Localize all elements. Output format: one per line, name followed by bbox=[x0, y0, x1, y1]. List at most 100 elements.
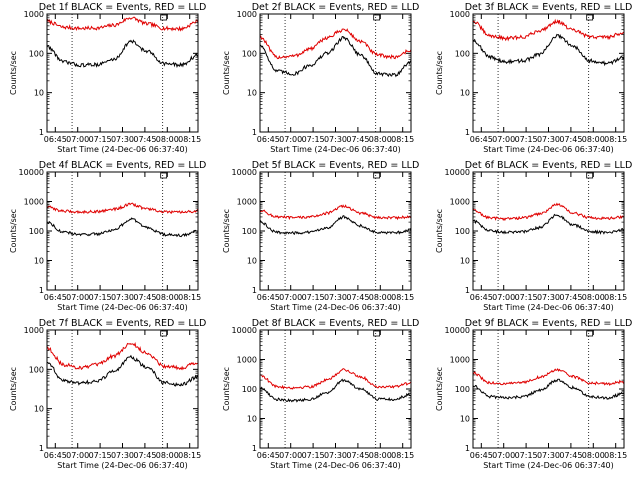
y-tick-label: 1 bbox=[39, 128, 44, 137]
y-tick-label: 100 bbox=[242, 49, 257, 58]
chart-title: Det 3f BLACK = Events, RED = LLD bbox=[465, 2, 633, 13]
x-tick-label: 06:45 bbox=[257, 451, 280, 460]
plot-frame bbox=[259, 329, 412, 449]
plot-frame bbox=[472, 13, 625, 133]
x-tick-label: 07:15 bbox=[302, 293, 325, 302]
x-tick-label: 08:15 bbox=[604, 293, 627, 302]
y-tick-label: 1 bbox=[252, 128, 257, 137]
x-axis-label: Start Time (24-Dec-06 06:37:40) bbox=[57, 145, 188, 154]
series-line-lld bbox=[472, 18, 625, 42]
series-line-events bbox=[259, 35, 412, 78]
y-tick-label: 100 bbox=[29, 365, 44, 374]
x-axis-label: Start Time (24-Dec-06 06:37:40) bbox=[483, 461, 614, 470]
x-tick-label: 08:00 bbox=[582, 135, 605, 144]
y-tick-label: 10 bbox=[247, 257, 257, 266]
chart-panel-3: Det 3f BLACK = Events, RED = LLD 1 10 100 10… bbox=[435, 2, 632, 154]
x-tick-label: 07:30 bbox=[537, 451, 560, 460]
series-line-events bbox=[46, 217, 199, 238]
y-tick-label: 1 bbox=[465, 444, 470, 453]
x-tick-label: 06:45 bbox=[44, 293, 67, 302]
series-line-lld bbox=[472, 202, 625, 222]
series-line-events bbox=[47, 354, 199, 387]
chart-panel-9: Det 9f BLACK = Events, RED = LLD 1 10 100 10… bbox=[435, 318, 632, 470]
x-tick-label: 07:15 bbox=[302, 451, 325, 460]
y-tick-label: 1 bbox=[252, 286, 257, 295]
chart-title: Det 5f BLACK = Events, RED = LLD bbox=[252, 160, 420, 171]
x-tick-label: 07:00 bbox=[66, 451, 89, 460]
y-tick-label: 10 bbox=[34, 89, 44, 98]
x-tick-label: 07:30 bbox=[537, 293, 560, 302]
chart-panel-8: Det 8f BLACK = Events, RED = LLD 1 10 100 10… bbox=[222, 318, 419, 470]
x-tick-label: 08:00 bbox=[369, 135, 392, 144]
x-tick-label: 06:45 bbox=[257, 135, 280, 144]
x-tick-label: 07:45 bbox=[133, 135, 156, 144]
y-axis-label: Counts/sec bbox=[435, 209, 444, 253]
y-tick-label: 100 bbox=[455, 385, 470, 394]
marker-box bbox=[586, 330, 594, 337]
marker-box bbox=[160, 14, 168, 21]
x-tick-label: 06:45 bbox=[470, 135, 493, 144]
marker-box bbox=[586, 14, 594, 21]
y-tick-label: 10 bbox=[247, 89, 257, 98]
x-tick-label: 08:00 bbox=[369, 293, 392, 302]
y-tick-label: 1000 bbox=[237, 10, 257, 19]
x-tick-label: 07:15 bbox=[515, 451, 538, 460]
series-line-lld bbox=[46, 341, 199, 371]
y-tick-label: 10 bbox=[460, 257, 470, 266]
x-tick-label: 06:45 bbox=[470, 293, 493, 302]
x-tick-label: 07:45 bbox=[133, 293, 156, 302]
series-line-events bbox=[472, 213, 625, 235]
series-line-events bbox=[472, 33, 625, 67]
x-axis-label: Start Time (24-Dec-06 06:37:40) bbox=[270, 303, 401, 312]
y-tick-label: 1 bbox=[465, 128, 470, 137]
x-tick-label: 08:00 bbox=[156, 293, 179, 302]
x-axis-label: Start Time (24-Dec-06 06:37:40) bbox=[483, 145, 614, 154]
chart-title: Det 9f BLACK = Events, RED = LLD bbox=[465, 318, 633, 329]
y-tick-label: 1000 bbox=[237, 198, 257, 207]
x-tick-label: 07:00 bbox=[279, 135, 302, 144]
y-tick-label: 100 bbox=[29, 227, 44, 236]
x-tick-label: 07:15 bbox=[515, 135, 538, 144]
y-tick-label: 10 bbox=[460, 89, 470, 98]
x-tick-label: 07:30 bbox=[111, 293, 134, 302]
y-tick-label: 10000 bbox=[19, 168, 44, 177]
x-tick-label: 07:45 bbox=[559, 451, 582, 460]
marker-box bbox=[586, 172, 594, 179]
chart-title: Det 7f BLACK = Events, RED = LLD bbox=[39, 318, 207, 329]
marker-box bbox=[373, 14, 381, 21]
plot-frame bbox=[472, 329, 625, 449]
x-tick-label: 07:30 bbox=[324, 293, 347, 302]
x-tick-label: 07:00 bbox=[279, 451, 302, 460]
x-tick-label: 08:00 bbox=[582, 293, 605, 302]
y-tick-label: 1 bbox=[465, 286, 470, 295]
x-tick-label: 07:45 bbox=[346, 293, 369, 302]
chart-title: Det 1f BLACK = Events, RED = LLD bbox=[39, 2, 207, 13]
chart-panel-2: Det 2f BLACK = Events, RED = LLD 1 10 100 10… bbox=[222, 2, 419, 154]
series-line-lld bbox=[46, 202, 199, 215]
x-tick-label: 07:45 bbox=[346, 135, 369, 144]
x-tick-label: 07:00 bbox=[279, 293, 302, 302]
series-line-lld bbox=[259, 204, 412, 221]
series-line-lld bbox=[472, 368, 625, 386]
series-line-events bbox=[259, 215, 412, 235]
x-tick-label: 08:00 bbox=[156, 451, 179, 460]
y-tick-label: 1000 bbox=[24, 326, 44, 335]
x-tick-label: 07:30 bbox=[324, 451, 347, 460]
marker-box bbox=[160, 330, 168, 337]
y-tick-label: 10 bbox=[460, 415, 470, 424]
chart-panel-7: Det 7f BLACK = Events, RED = LLD 1 10 100 10… bbox=[9, 318, 206, 470]
x-tick-label: 07:00 bbox=[492, 293, 515, 302]
series-line-events bbox=[259, 378, 412, 403]
series-line-events bbox=[46, 39, 199, 69]
x-axis-label: Start Time (24-Dec-06 06:37:40) bbox=[270, 461, 401, 470]
x-tick-label: 08:15 bbox=[391, 451, 414, 460]
x-tick-label: 08:00 bbox=[156, 135, 179, 144]
x-tick-label: 07:45 bbox=[346, 451, 369, 460]
y-axis-label: Counts/sec bbox=[9, 51, 18, 95]
series-line-events bbox=[472, 378, 625, 400]
y-tick-label: 10000 bbox=[445, 326, 470, 335]
y-tick-label: 1000 bbox=[24, 198, 44, 207]
y-axis-label: Counts/sec bbox=[9, 209, 18, 253]
x-tick-label: 08:00 bbox=[369, 451, 392, 460]
y-tick-label: 10 bbox=[247, 415, 257, 424]
